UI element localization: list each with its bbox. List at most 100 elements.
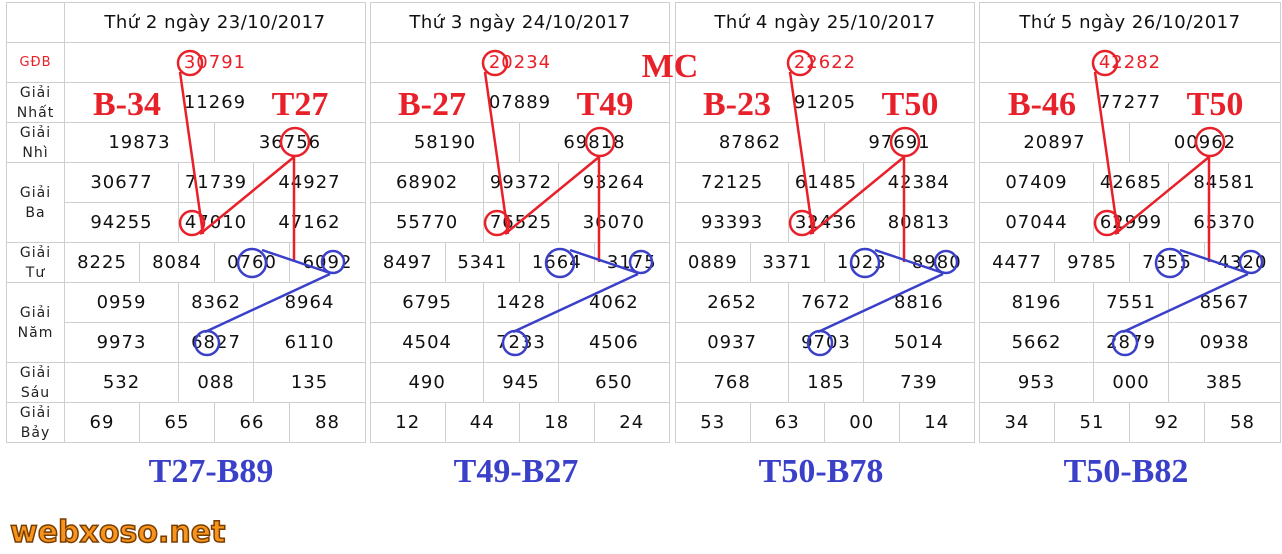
fourth-prize-cell: 7355 bbox=[1130, 243, 1205, 282]
red-line bbox=[1093, 71, 1120, 235]
second-prize-row: 87862 97691 bbox=[676, 123, 974, 163]
fourth-prize-cell: 8084 bbox=[140, 243, 215, 282]
sixth-prize-cell: 088 bbox=[179, 363, 254, 402]
seventh-prize-cell: 00 bbox=[825, 403, 900, 442]
date-header-row: Thứ 3 ngày 24/10/2017 bbox=[371, 3, 669, 43]
t-tag-label: T50 bbox=[882, 86, 939, 123]
red-line bbox=[504, 156, 600, 235]
first-prize-cell: 07889 bbox=[488, 92, 552, 113]
third-prize-cell: 71739 bbox=[179, 163, 254, 202]
red-circle bbox=[481, 49, 509, 77]
blue-circle bbox=[501, 329, 529, 357]
blue-line bbox=[1122, 272, 1249, 334]
third-prize-cell: 55770 bbox=[371, 203, 485, 242]
third-prize-cell: 61485 bbox=[789, 163, 864, 202]
results-panel: Thứ 3 ngày 24/10/2017 20234 07889 58190 6981… bbox=[370, 2, 670, 443]
red-circle bbox=[1093, 209, 1121, 237]
date-header-row: Thứ 2 ngày 23/10/2017 bbox=[65, 3, 365, 43]
blue-line bbox=[204, 272, 331, 334]
first-prize-row: 77277 bbox=[980, 83, 1280, 123]
blue-circle bbox=[320, 249, 346, 275]
sixth-prize-row: 768 185 739 bbox=[676, 363, 974, 403]
sixth-prize-cell: 185 bbox=[789, 363, 864, 402]
red-line bbox=[483, 71, 510, 235]
seventh-prize-cell: 65 bbox=[140, 403, 215, 442]
third-prize-cell: 07409 bbox=[980, 163, 1094, 202]
fifth-prize-cell: 4504 bbox=[371, 323, 485, 362]
first-prize-cell: 77277 bbox=[1098, 92, 1162, 113]
sixth-prize-cell: 000 bbox=[1094, 363, 1169, 402]
fifth-prize-cell: 7233 bbox=[484, 323, 559, 362]
fifth-prize-row: 4504 7233 4506 bbox=[371, 323, 669, 363]
seventh-prize-cell: 92 bbox=[1130, 403, 1205, 442]
bottom-tag-label: T49-B27 bbox=[454, 453, 579, 490]
fifth-prize-cell: 7551 bbox=[1094, 283, 1169, 322]
sixth-prize-row: 490 945 650 bbox=[371, 363, 669, 403]
t-tag-label: T27 bbox=[272, 86, 329, 123]
blue-circle bbox=[933, 249, 959, 275]
seventh-prize-cell: 18 bbox=[520, 403, 595, 442]
seventh-prize-cell: 53 bbox=[676, 403, 751, 442]
row-label-ba: Giải Ba bbox=[7, 163, 64, 243]
seventh-prize-row: 53 63 00 14 bbox=[676, 403, 974, 443]
fourth-prize-cell: 8225 bbox=[65, 243, 140, 282]
red-circle bbox=[584, 126, 616, 158]
first-prize-cell: 11269 bbox=[183, 92, 247, 113]
row-label-sau: Giải Sáu bbox=[7, 363, 64, 403]
seventh-prize-cell: 14 bbox=[924, 412, 950, 433]
blue-line bbox=[874, 248, 944, 275]
date-header-cell: Thứ 4 ngày 25/10/2017 bbox=[714, 12, 936, 33]
row-label-corner bbox=[7, 3, 64, 43]
second-prize-cell: 00962 bbox=[1173, 132, 1237, 153]
seventh-prize-cell: 12 bbox=[371, 403, 446, 442]
second-prize-cell: 20897 bbox=[980, 123, 1130, 162]
date-header-row: Thứ 4 ngày 25/10/2017 bbox=[676, 3, 974, 43]
first-prize-cell: 91205 bbox=[793, 92, 857, 113]
seventh-prize-cell: 63 bbox=[751, 403, 825, 442]
fifth-prize-cell: 4062 bbox=[588, 292, 639, 313]
fifth-prize-cell: 7672 bbox=[789, 283, 864, 322]
red-circle bbox=[788, 209, 816, 237]
row-labels: GĐB Giải Nhất Giải Nhì Giải Ba Giải Tư Giải N… bbox=[6, 2, 64, 443]
red-line bbox=[1114, 156, 1210, 235]
date-header-cell: Thứ 5 ngày 26/10/2017 bbox=[1019, 12, 1241, 33]
fourth-prize-cell: 9785 bbox=[1055, 243, 1130, 282]
blue-circle bbox=[1111, 329, 1139, 357]
blue-line bbox=[1179, 248, 1249, 275]
second-prize-row: 58190 69818 bbox=[371, 123, 669, 163]
red-circle bbox=[483, 209, 511, 237]
fifth-prize-row: 0959 8362 8964 bbox=[65, 283, 365, 323]
sixth-prize-row: 953 000 385 bbox=[980, 363, 1280, 403]
blue-circle bbox=[806, 329, 834, 357]
fourth-prize-cell: 1023 bbox=[825, 243, 900, 282]
fifth-prize-cell: 8362 bbox=[179, 283, 254, 322]
seventh-prize-cell: 58 bbox=[1230, 412, 1255, 433]
third-prize-cell: 93393 bbox=[676, 203, 790, 242]
red-line bbox=[788, 71, 815, 235]
fifth-prize-cell: 8816 bbox=[893, 292, 944, 313]
fifth-prize-cell: 2652 bbox=[676, 283, 790, 322]
blue-line bbox=[817, 272, 944, 334]
watermark-logo: webxoso.net bbox=[10, 515, 225, 550]
third-prize-cell: 68902 bbox=[371, 163, 485, 202]
blue-circle bbox=[849, 247, 881, 279]
row-label-nam: Giải Năm bbox=[7, 283, 64, 363]
row-label-bay: Giải Bảy bbox=[7, 403, 64, 443]
middle-label: MC bbox=[642, 48, 699, 85]
seventh-prize-row: 34 51 92 58 bbox=[980, 403, 1280, 443]
fifth-prize-cell: 6795 bbox=[371, 283, 485, 322]
fifth-prize-row: 0937 9703 5014 bbox=[676, 323, 974, 363]
blue-circle bbox=[193, 329, 221, 357]
sixth-prize-row: 532 088 135 bbox=[65, 363, 365, 403]
results-panel: Thứ 4 ngày 25/10/2017 22622 91205 87862 9769… bbox=[675, 2, 975, 443]
seventh-prize-cell: 51 bbox=[1055, 403, 1130, 442]
results-panel: Thứ 5 ngày 26/10/2017 42282 77277 20897 0096… bbox=[979, 2, 1281, 443]
seventh-prize-row: 69 65 66 88 bbox=[65, 403, 365, 443]
row-label-gdb: GĐB bbox=[7, 43, 64, 83]
row-label-tu: Giải Tư bbox=[7, 243, 64, 283]
row-label-nhi: Giải Nhì bbox=[7, 123, 64, 163]
fifth-prize-cell: 0938 bbox=[1199, 332, 1250, 353]
fifth-prize-row: 5662 2879 0938 bbox=[980, 323, 1280, 363]
second-prize-row: 19873 36756 bbox=[65, 123, 365, 163]
red-circle bbox=[178, 209, 206, 237]
